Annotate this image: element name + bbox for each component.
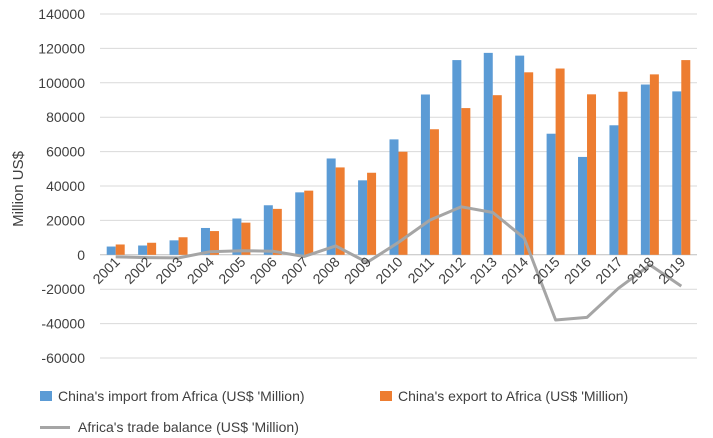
- y-tick-label: 60000: [46, 144, 85, 160]
- bar-import: [263, 205, 273, 255]
- y-tick-label: 0: [77, 247, 85, 263]
- bar-import: [295, 192, 305, 255]
- x-tick-label: 2010: [372, 253, 405, 286]
- bar-export: [272, 208, 282, 255]
- bar-export: [429, 129, 439, 255]
- bar-import: [483, 52, 493, 255]
- bar-export: [147, 242, 157, 255]
- y-tick-label: 20000: [46, 212, 85, 228]
- x-tick-label: 2009: [341, 253, 374, 286]
- bar-import: [358, 180, 368, 255]
- x-tick-label: 2017: [592, 253, 625, 286]
- bar-import: [138, 245, 148, 255]
- x-tick-label: 2019: [655, 253, 688, 286]
- x-tick-label: 2013: [467, 253, 500, 286]
- bar-export: [367, 172, 377, 255]
- x-tick-label: 2008: [309, 253, 342, 286]
- bar-import: [169, 240, 179, 255]
- bar-export: [241, 222, 251, 255]
- bar-export: [209, 231, 219, 255]
- bar-import: [326, 158, 336, 255]
- y-tick-label: -60000: [41, 350, 85, 366]
- bar-export: [335, 167, 345, 255]
- legend-swatch-import: [40, 391, 52, 401]
- bar-export: [304, 190, 314, 255]
- legend-label-export: China's export to Africa (US$ 'Million): [398, 388, 629, 404]
- x-tick-label: 2006: [247, 253, 280, 286]
- bar-export: [178, 237, 188, 255]
- bar-import: [546, 133, 556, 255]
- x-tick-label: 2018: [624, 253, 657, 286]
- bar-import: [578, 156, 588, 255]
- bar-import: [389, 139, 399, 255]
- legend-swatch-export: [380, 391, 392, 401]
- bar-import: [515, 55, 525, 255]
- bar-export: [649, 74, 659, 255]
- bar-export: [524, 72, 534, 255]
- legend-item-export: China's export to Africa (US$ 'Million): [380, 388, 628, 404]
- legend-label-balance: Africa's trade balance (US$ 'Million): [78, 419, 299, 435]
- bar-export: [398, 151, 408, 255]
- bar-import: [106, 246, 116, 255]
- y-axis-label: Million US$: [10, 150, 27, 227]
- trade-balance-line: [115, 205, 683, 322]
- y-tick-label: 140000: [38, 6, 85, 22]
- x-tick-label: 2007: [278, 253, 311, 286]
- balance-line-path: [115, 205, 683, 322]
- legend-item-import: China's import from Africa (US$ 'Million…: [40, 388, 305, 404]
- bar-import: [640, 84, 650, 255]
- bar-export: [618, 91, 628, 255]
- y-tick-label: -20000: [41, 281, 85, 297]
- bars: [106, 52, 691, 255]
- bar-export: [587, 94, 597, 255]
- bar-import: [672, 91, 682, 255]
- bar-import: [200, 227, 210, 255]
- legend-label-import: China's import from Africa (US$ 'Million…: [58, 388, 305, 404]
- y-tick-label: 120000: [38, 40, 85, 56]
- x-tick-label: 2014: [498, 253, 531, 286]
- legend-item-balance: Africa's trade balance (US$ 'Million): [40, 419, 299, 435]
- bar-export: [492, 95, 502, 255]
- bar-import: [609, 125, 619, 255]
- x-tick-label: 2016: [561, 253, 594, 286]
- x-tick-label: 2012: [435, 253, 468, 286]
- x-tick-label: 2011: [404, 253, 437, 286]
- x-tick-label: 2015: [529, 253, 562, 286]
- x-tick-label: 2004: [184, 253, 217, 286]
- bar-export: [555, 68, 565, 255]
- bar-import: [420, 94, 430, 255]
- y-tick-label: 100000: [38, 75, 85, 91]
- x-tick-label: 2005: [215, 253, 248, 286]
- legend-swatch-balance: [40, 425, 70, 429]
- bar-export: [461, 108, 471, 255]
- bar-import: [232, 218, 242, 255]
- y-tick-label: -40000: [41, 316, 85, 332]
- x-tick-label: 2001: [89, 253, 122, 286]
- y-tick-label: 80000: [46, 109, 85, 125]
- y-tick-label: 40000: [46, 178, 85, 194]
- bar-import: [452, 60, 462, 255]
- bar-export: [681, 60, 691, 255]
- bar-export: [115, 244, 125, 255]
- y-axis-ticks: -60000 -40000 -20000 0 20000 40000 60000 80000 1…: [38, 6, 85, 366]
